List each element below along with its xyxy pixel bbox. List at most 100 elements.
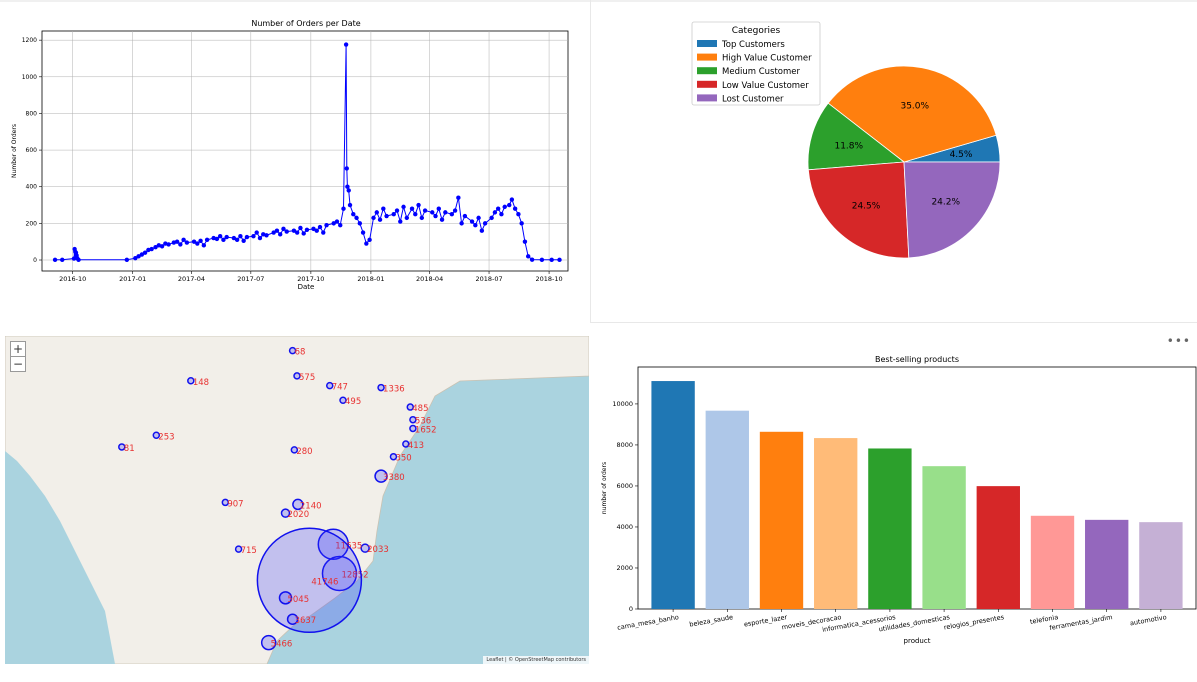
- bar-telefonia: [1030, 515, 1075, 609]
- map-marker-label: 2020: [287, 510, 309, 520]
- map-marker-circle[interactable]: [292, 498, 304, 511]
- line-data-point: [274, 228, 280, 233]
- map-marker-circle[interactable]: [288, 346, 297, 355]
- line-data-point: [284, 229, 289, 234]
- line-data-point: [304, 227, 310, 232]
- bar-cama_mesa_banho: [651, 381, 695, 609]
- map-marker-circle[interactable]: [321, 555, 358, 592]
- map-marker-circle[interactable]: [118, 443, 126, 451]
- pie-slices: [807, 65, 1001, 259]
- line-data-point: [443, 210, 448, 215]
- bar-x-ticks: cama_mesa_banho beleza_saude esporte_lazer…: [617, 609, 1167, 634]
- map-marker-circle[interactable]: [280, 508, 291, 518]
- line-data-point: [136, 254, 141, 259]
- pie-legend-items: Top Customers High Value Customer Medium C…: [697, 40, 812, 104]
- line-data-point: [509, 197, 515, 202]
- map-marker-circle[interactable]: [187, 377, 195, 385]
- line-data-point: [76, 257, 81, 263]
- pie-legend-title: Categories: [732, 26, 781, 36]
- map-marker-circle[interactable]: [389, 452, 398, 461]
- line-data-point: [191, 239, 197, 244]
- line-y-tick-label: 1200: [22, 37, 37, 44]
- map-marker-circle[interactable]: [221, 498, 230, 507]
- bar-y-tick-label: 6000: [616, 482, 633, 490]
- line-y-tick-label: 1000: [22, 74, 37, 81]
- map-marker-circle[interactable]: [360, 543, 370, 553]
- line-data-point: [343, 42, 349, 47]
- bar-x-tick-label: beleza_saude: [689, 613, 734, 629]
- line-data-point: [525, 254, 531, 259]
- map-marker-circle[interactable]: [409, 415, 417, 424]
- map-marker-label: 495: [345, 397, 361, 407]
- map-marker-label: 5466: [271, 640, 293, 650]
- line-data-point: [507, 202, 512, 208]
- line-data-point: [204, 237, 210, 243]
- customer-categories-chart: 4.5% 35.0% 11.8% 24.5% 24.2% Categories Top …: [590, 0, 1197, 322]
- map-marker-circle[interactable]: [278, 591, 293, 605]
- line-y-ticks: 0 200 400 600 800 1000 1200: [22, 37, 42, 264]
- line-x-tick-label: 2017-01: [119, 275, 146, 283]
- line-x-tick-label: 2017-07: [237, 275, 264, 283]
- map-marker-circle[interactable]: [374, 469, 388, 483]
- pie-legend-label: High Value Customer: [722, 54, 812, 64]
- line-data-point: [221, 237, 226, 243]
- line-data-point: [377, 217, 383, 222]
- map-marker-label: 575: [299, 373, 315, 383]
- line-data-point: [452, 208, 458, 213]
- line-data-point: [404, 215, 410, 221]
- line-x-tick-label: 2017-10: [297, 275, 324, 283]
- line-data-point: [529, 257, 535, 262]
- map-marker-circle[interactable]: [260, 634, 277, 651]
- map-marker-circle[interactable]: [286, 613, 299, 625]
- line-x-tick-label: 2018-01: [357, 275, 384, 283]
- zoom-out-button[interactable]: −: [10, 356, 26, 372]
- line-data-point: [439, 217, 445, 222]
- map-marker-label: 747: [332, 383, 348, 393]
- map-marker-circle[interactable]: [317, 528, 350, 561]
- line-x-ticks: 2016-10 2017-01 2017-04 2017-07 2017-10 2018-…: [59, 271, 563, 283]
- line-x-tick-label: 2018-10: [535, 275, 562, 283]
- line-data-point: [217, 233, 223, 239]
- line-data-point: [519, 221, 524, 226]
- pacific-coast: [5, 451, 115, 664]
- line-data-point: [462, 213, 468, 219]
- pie-slice-label: 11.8%: [834, 142, 863, 152]
- map-marker-circle[interactable]: [293, 372, 301, 380]
- line-data-point: [139, 252, 145, 257]
- map-marker-circle[interactable]: [409, 424, 417, 433]
- line-data-point: [231, 235, 237, 241]
- bar-x-tick-label: relogios_presentes: [943, 613, 1005, 632]
- map-marker-circle[interactable]: [152, 431, 161, 440]
- line-data-point: [367, 237, 372, 243]
- line-data-point: [344, 166, 349, 171]
- map-marker-circle[interactable]: [325, 381, 334, 390]
- map-marker-label: 2033: [367, 545, 389, 555]
- line-data-point: [201, 243, 207, 248]
- pie-labels: 4.5% 35.0% 11.8% 24.5% 24.2%: [834, 101, 972, 211]
- bar-moveis_decoracao: [814, 438, 858, 609]
- map-marker-circle[interactable]: [256, 527, 363, 634]
- bar-chart-svg: Best-selling products 0 2000 4000 6000 8000 1…: [601, 355, 1197, 645]
- map-marker-circle[interactable]: [377, 383, 385, 392]
- line-y-tick-label: 400: [26, 184, 38, 191]
- map-marker-circle[interactable]: [234, 545, 243, 553]
- line-data-point: [384, 213, 389, 219]
- line-data-point: [178, 242, 183, 247]
- pie-chart-svg: 4.5% 35.0% 11.8% 24.5% 24.2% Categories Top …: [691, 21, 1001, 259]
- map-marker-circle[interactable]: [339, 396, 347, 404]
- orders-map[interactable]: 68 148 575 747 1336 495 485 536 1652 413 350 3380 81…: [5, 336, 589, 664]
- map-marker-circle[interactable]: [406, 403, 415, 411]
- map-attribution[interactable]: Leaflet | © OpenStreetMap contributors: [483, 656, 589, 664]
- line-data-point: [416, 202, 421, 208]
- map-marker-label: 1336: [383, 385, 405, 395]
- map-marker-circle[interactable]: [290, 446, 299, 454]
- line-chart-title: Number of Orders per Date: [251, 19, 360, 28]
- zoom-in-button[interactable]: +: [10, 341, 26, 357]
- line-data-point: [456, 195, 461, 200]
- pie-slice-label: 24.2%: [931, 198, 960, 208]
- more-options-icon[interactable]: •••: [1166, 334, 1191, 348]
- map-marker-circle[interactable]: [402, 440, 410, 448]
- map-marker-label: 907: [227, 499, 243, 509]
